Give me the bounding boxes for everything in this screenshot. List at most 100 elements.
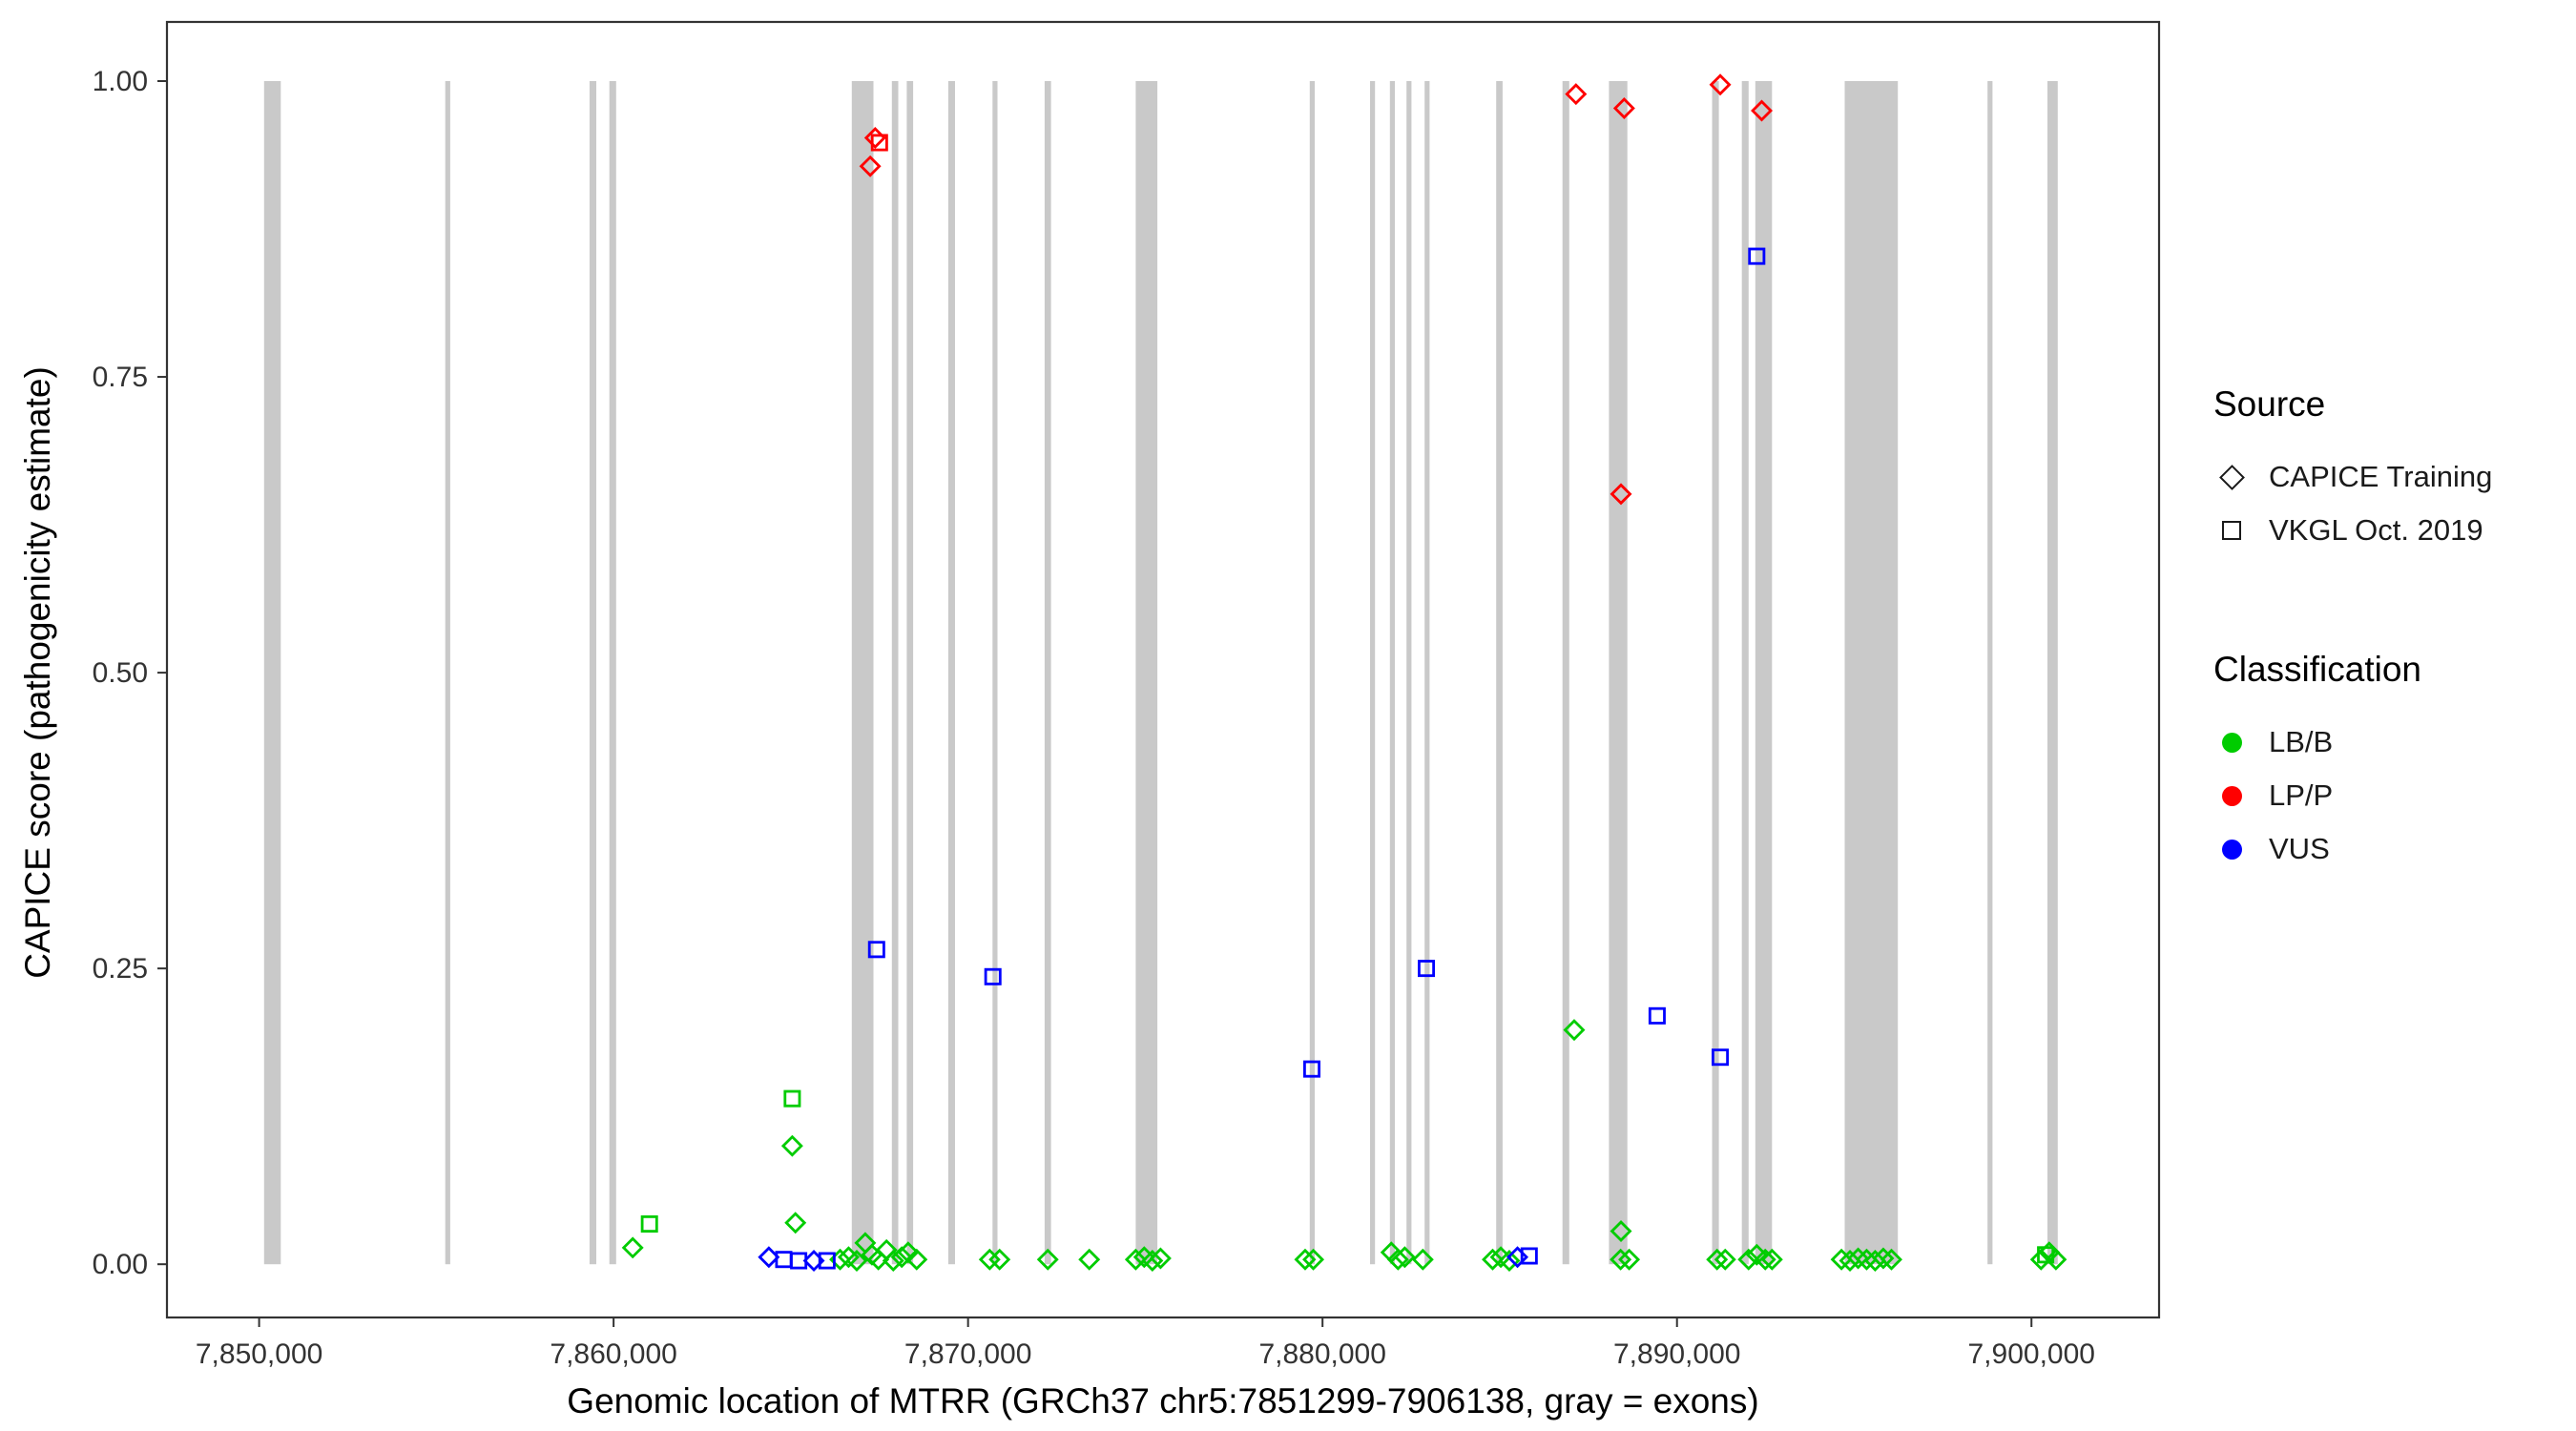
- exon-bar: [1424, 81, 1430, 1265]
- legend-item-label: VKGL Oct. 2019: [2269, 513, 2483, 547]
- data-point: [978, 1248, 1001, 1271]
- exon-bar: [891, 81, 899, 1265]
- legend: Source CAPICE Training VKGL Oct. 2019 Cl…: [2213, 384, 2492, 876]
- legend-item-vkgl: VKGL Oct. 2019: [2213, 504, 2492, 557]
- data-point: [905, 1248, 928, 1271]
- data-point: [1748, 247, 1766, 265]
- data-point: [1078, 1248, 1101, 1271]
- panel-border: [165, 20, 2161, 1319]
- data-point: [870, 134, 888, 152]
- data-point: [2037, 1246, 2055, 1264]
- data-point: [780, 1134, 803, 1157]
- data-point: [1872, 1247, 1895, 1270]
- exon-bar: [1044, 81, 1051, 1265]
- data-point: [1760, 1248, 1783, 1271]
- data-point: [1863, 1249, 1886, 1272]
- data-point: [1847, 1247, 1870, 1270]
- data-point: [784, 1212, 807, 1234]
- data-point: [1612, 97, 1635, 120]
- data-point: [1302, 1248, 1325, 1271]
- data-point: [1036, 1248, 1059, 1271]
- exon-bar: [1309, 81, 1315, 1265]
- legend-item-capice-training: CAPICE Training: [2213, 450, 2492, 504]
- exon-bar: [1741, 81, 1749, 1265]
- data-point: [758, 1246, 780, 1269]
- data-point: [1610, 1219, 1632, 1242]
- data-point: [1506, 1246, 1529, 1269]
- data-point: [1618, 1248, 1641, 1271]
- diamond-marker-icon: [2213, 459, 2250, 495]
- data-point: [1610, 1248, 1632, 1271]
- data-point: [1737, 1248, 1760, 1271]
- exon-bar: [2047, 81, 2058, 1265]
- y-axis-title: CAPICE score (pathogenicity estimate): [18, 366, 57, 979]
- legend-item-label: LP/P: [2269, 778, 2334, 812]
- data-point: [2029, 1248, 2052, 1271]
- data-point: [1709, 73, 1732, 96]
- data-point: [988, 1248, 1011, 1271]
- exon-bar: [851, 81, 874, 1265]
- x-tick-label: 7,890,000: [1613, 1338, 1740, 1370]
- data-point: [621, 1236, 644, 1259]
- y-tick-label: 0.75: [93, 362, 148, 393]
- y-tick-label: 0.25: [93, 953, 148, 985]
- data-point: [1754, 1248, 1776, 1271]
- y-tick-label: 0.00: [93, 1249, 148, 1280]
- data-point: [1712, 1048, 1730, 1067]
- legend-item-vus: VUS: [2213, 822, 2492, 876]
- legend-item-label: VUS: [2269, 832, 2330, 865]
- exon-bar: [1370, 81, 1376, 1265]
- data-point: [1393, 1246, 1416, 1269]
- legend-source-title: Source: [2213, 384, 2326, 424]
- exon-bar: [1135, 81, 1158, 1265]
- square-marker-icon: [2213, 512, 2250, 549]
- data-point: [882, 1249, 904, 1272]
- exon-bar: [589, 81, 596, 1265]
- legend-item-lbb: LB/B: [2213, 716, 2492, 769]
- exon-bar: [1712, 81, 1719, 1265]
- x-tick-label: 7,870,000: [904, 1338, 1031, 1370]
- data-point: [818, 1252, 836, 1270]
- x-tick-label: 7,900,000: [1968, 1338, 2095, 1370]
- data-point: [775, 1251, 793, 1269]
- exon-bar: [263, 81, 281, 1265]
- data-point: [1880, 1248, 1902, 1271]
- data-point: [1565, 83, 1588, 106]
- exon-bar: [1609, 81, 1628, 1265]
- exon-bar: [947, 81, 955, 1265]
- x-tick-label: 7,880,000: [1258, 1338, 1385, 1370]
- data-point: [1386, 1248, 1409, 1271]
- data-point: [1520, 1247, 1538, 1265]
- y-tick-label: 0.50: [93, 657, 148, 689]
- data-point: [1610, 483, 1632, 506]
- data-point: [1856, 1248, 1878, 1271]
- data-point: [783, 1089, 801, 1108]
- exon-bar: [992, 81, 998, 1265]
- data-point: [1411, 1248, 1434, 1271]
- data-point: [1303, 1060, 1321, 1078]
- y-tick-label: 1.00: [93, 66, 148, 97]
- data-point: [845, 1249, 868, 1272]
- exon-bar: [1496, 81, 1503, 1265]
- red-dot-icon: [2213, 778, 2250, 814]
- exon-bar: [609, 81, 616, 1265]
- data-point: [867, 941, 885, 959]
- exon-bar: [1406, 81, 1412, 1265]
- blue-dot-icon: [2213, 831, 2250, 867]
- exon-bar: [1389, 81, 1395, 1265]
- x-tick-label: 7,850,000: [196, 1338, 322, 1370]
- data-point: [1706, 1248, 1729, 1271]
- data-point: [890, 1246, 913, 1269]
- data-point: [2045, 1248, 2067, 1271]
- data-point: [1839, 1249, 1861, 1272]
- green-dot-icon: [2213, 724, 2250, 760]
- data-point: [1149, 1247, 1172, 1270]
- x-axis-title: Genomic location of MTRR (GRCh37 chr5:78…: [567, 1381, 1759, 1421]
- data-point: [1294, 1248, 1317, 1271]
- data-point: [1648, 1006, 1666, 1025]
- data-point: [984, 967, 1002, 985]
- legend-item-label: LB/B: [2269, 725, 2334, 758]
- exon-bar: [906, 81, 914, 1265]
